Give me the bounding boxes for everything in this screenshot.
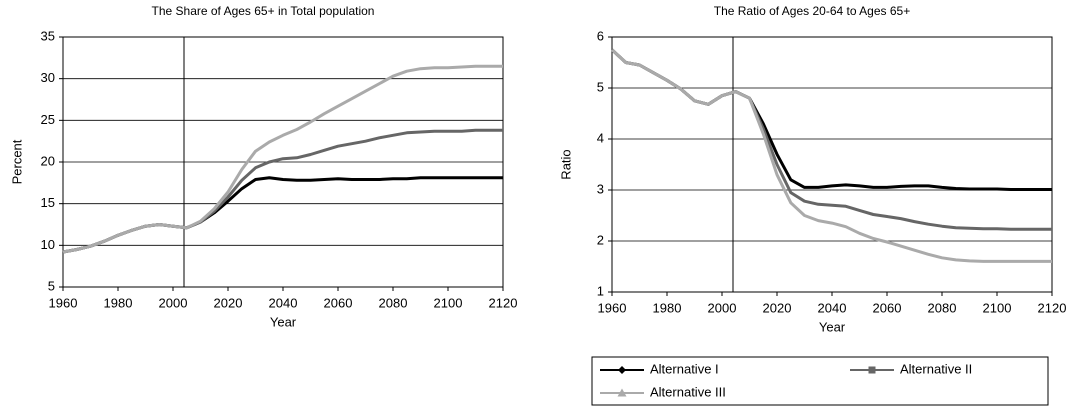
- series-line: [610, 48, 1052, 231]
- y-tick-label: 35: [41, 28, 55, 43]
- legend-label: Alternative III: [650, 384, 726, 399]
- x-tick-label: 2020: [214, 295, 243, 310]
- y-tick-label: 4: [597, 130, 604, 145]
- x-tick-label: 1960: [49, 295, 78, 310]
- x-tick-label: 1960: [598, 300, 627, 315]
- x-tick-label: 1980: [653, 300, 682, 315]
- x-tick-label: 2120: [489, 295, 518, 310]
- series-line: [62, 128, 503, 254]
- y-tick-label: 1: [597, 283, 604, 298]
- x-tick-label: 1980: [104, 295, 133, 310]
- x-tick-label: 2060: [873, 300, 902, 315]
- series-line: [62, 176, 503, 254]
- legend-marker: [618, 366, 626, 374]
- x-tick-label: 2080: [928, 300, 957, 315]
- x-tick-label: 2120: [1038, 300, 1067, 315]
- x-tick-label: 2000: [159, 295, 188, 310]
- x-tick-label: 2060: [324, 295, 353, 310]
- y-axis-title: Ratio: [558, 149, 573, 179]
- y-tick-label: 3: [597, 181, 604, 196]
- legend: Alternative I Alternative II Alternative I…: [591, 356, 1049, 406]
- legend-marker: [868, 366, 876, 374]
- x-tick-label: 2040: [269, 295, 298, 310]
- x-axis-title: Year: [270, 314, 297, 329]
- y-tick-label: 5: [48, 278, 55, 293]
- series-line: [610, 48, 1052, 191]
- x-tick-label: 2100: [434, 295, 463, 310]
- y-axis-title: Percent: [9, 139, 24, 184]
- plot-frame: [62, 36, 504, 288]
- y-tick-label: 20: [41, 153, 55, 168]
- x-tick-label: 2020: [763, 300, 792, 315]
- plot-frame: [611, 36, 1053, 293]
- series-line: [610, 48, 1052, 263]
- legend-label: Alternative I: [650, 361, 719, 376]
- series-line: [62, 64, 503, 254]
- y-tick-label: 10: [41, 237, 55, 252]
- x-tick-label: 2000: [708, 300, 737, 315]
- y-tick-label: 15: [41, 195, 55, 210]
- x-tick-label: 2100: [983, 300, 1012, 315]
- y-tick-label: 5: [597, 79, 604, 94]
- chart-title: The Ratio of Ages 20-64 to Ages 65+: [714, 4, 910, 18]
- legend-marker: [617, 388, 627, 397]
- chart-title: The Share of Ages 65+ in Total populatio…: [152, 4, 375, 18]
- y-tick-label: 6: [597, 28, 604, 43]
- legend-box: [591, 356, 1049, 406]
- legend-label: Alternative II: [900, 361, 972, 376]
- x-tick-label: 2040: [818, 300, 847, 315]
- x-tick-label: 2080: [379, 295, 408, 310]
- y-tick-label: 2: [597, 232, 604, 247]
- y-tick-label: 25: [41, 112, 55, 127]
- x-axis-title: Year: [819, 319, 846, 334]
- y-tick-label: 30: [41, 70, 55, 85]
